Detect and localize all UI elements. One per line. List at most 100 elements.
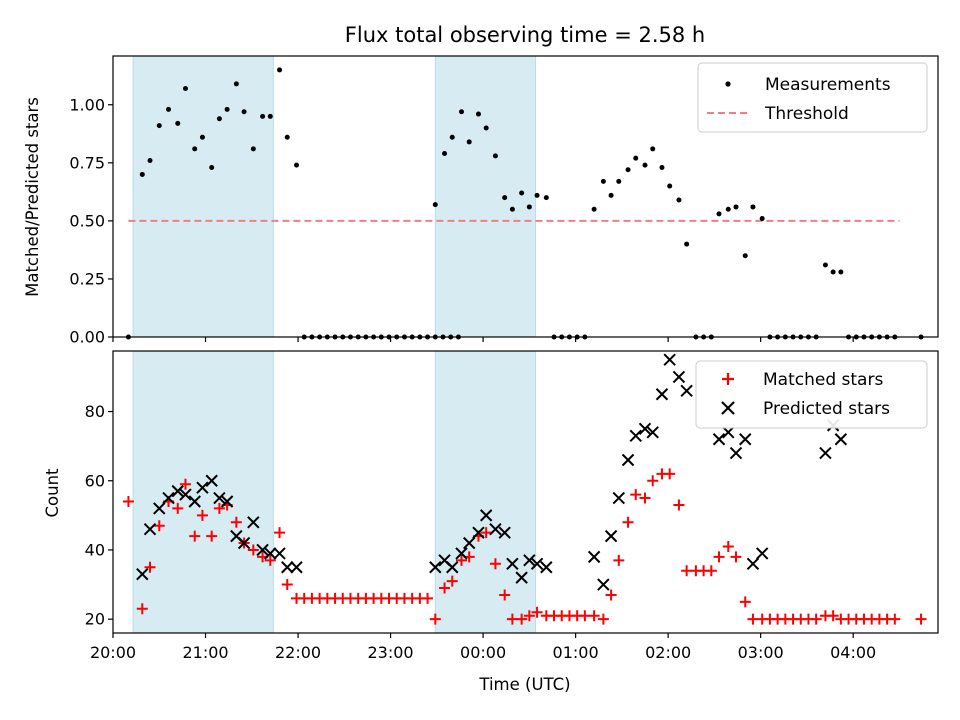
matched-star-point (153, 520, 165, 532)
measurement-point (725, 206, 731, 212)
legend-threshold-label: Threshold (764, 104, 849, 124)
measurement-point (260, 113, 266, 119)
measurement-point (822, 262, 828, 268)
measurement-point (475, 111, 481, 117)
measurement-point (509, 206, 515, 212)
predicted-star-point (819, 446, 832, 460)
matched-star-point (722, 540, 734, 552)
legend-predicted-label: Predicted stars (763, 399, 890, 419)
matched-star-point (456, 554, 468, 566)
predicted-star-point (638, 422, 652, 436)
predicted-star-point (220, 495, 234, 508)
measurement-point (750, 204, 756, 210)
measurement-point (733, 204, 739, 210)
predicted-star-point (188, 495, 201, 508)
ratio-y-axis: 0.00 0.25 0.50 0.75 1.00 (69, 95, 113, 347)
matched-star-point (673, 499, 685, 511)
predicted-star-point (672, 370, 686, 384)
predicted-star-point (680, 384, 693, 397)
predicted-star-point (722, 426, 735, 439)
matched-star-point (630, 489, 642, 501)
measurement-point (199, 134, 205, 140)
ratio-plot-frame (112, 55, 939, 338)
matched-star-point (523, 610, 535, 622)
matched-star-point (705, 565, 717, 577)
ratio-y-axis-label: Matched/Predicted stars (23, 97, 42, 297)
predicted-star-point (472, 526, 485, 539)
matched-star-point (622, 516, 634, 528)
predicted-star-point (498, 526, 511, 539)
measurement-point (459, 109, 465, 115)
measurement-point (667, 183, 673, 189)
matched-star-point (730, 551, 742, 563)
predicted-star-point (646, 426, 659, 439)
measurement-point (209, 164, 215, 170)
predicted-star-point (755, 547, 769, 560)
matched-star-point (122, 496, 134, 508)
matched-star-point (810, 613, 822, 625)
measurement-point (449, 134, 455, 140)
ratio-legend-box (697, 62, 928, 133)
measurement-point (716, 211, 722, 217)
y-tick-label: 20 (85, 610, 105, 629)
predicted-star-point (834, 433, 848, 446)
predicted-star-point (621, 453, 635, 467)
predicted-star-point (196, 481, 209, 494)
matched-star-point (172, 502, 184, 514)
matched-star-point (516, 613, 528, 625)
measurement-point (483, 125, 489, 131)
measurement-point (241, 109, 247, 115)
count-panel: 20 40 60 80 20:00 21:00 22:00 23:00 00:00 01:00 0… (43, 350, 939, 694)
count-x-axis: 20:00 21:00 22:00 23:00 00:00 01:00 02:00 03:00… (90, 633, 876, 662)
x-tick-label: 03:00 (738, 643, 784, 662)
matched-star-point (264, 554, 276, 566)
measurement-point (543, 195, 549, 201)
x-tick-label: 02:00 (645, 643, 691, 662)
matched-star-point (889, 613, 901, 625)
matched-star-point (613, 554, 625, 566)
measurement-point (600, 178, 606, 184)
predicted-star-point (746, 557, 760, 571)
measurement-point (684, 241, 690, 247)
y-tick-label: 40 (85, 540, 105, 559)
matched-star-point (480, 527, 492, 539)
predicted-star-point (489, 522, 502, 536)
y-tick-label: 60 (85, 471, 105, 490)
measurement-point (224, 106, 230, 112)
observing-interval-0 (132, 350, 274, 634)
measurement-point (742, 253, 748, 259)
matched-star-point (647, 475, 659, 487)
matched-star-point (189, 530, 201, 542)
predicted-star-point (171, 484, 184, 498)
matched-star-point (747, 613, 759, 625)
matched-star-point (664, 468, 676, 480)
predicted-star-point (205, 474, 218, 487)
x-tick-label: 23:00 (368, 643, 414, 662)
measurement-point (526, 204, 532, 210)
predicted-star-point (463, 536, 476, 550)
measurement-point (442, 151, 448, 157)
measurement-point (625, 167, 631, 173)
observing-intervals (132, 55, 537, 338)
legend-measurement-marker (725, 81, 731, 87)
predicted-star-point (629, 429, 642, 442)
observing-interval-1 (434, 55, 537, 338)
count-legend: Matched stars Predicted stars (695, 360, 928, 429)
legend-matched-marker (722, 373, 734, 385)
matched-star-point (281, 579, 293, 591)
predicted-star-point (256, 543, 269, 557)
matched-star-point (531, 606, 543, 618)
measurement-point (591, 206, 597, 212)
predicted-star-point (179, 488, 192, 501)
measurement-point (676, 197, 682, 203)
predicted-star-point (479, 509, 493, 522)
legend-predicted-marker (721, 401, 735, 415)
matched-star-point (429, 613, 441, 625)
matched-star-point (213, 502, 225, 514)
measurement-point (294, 162, 300, 168)
predicted-star-point (273, 547, 286, 560)
y-tick-label: 0.75 (69, 153, 105, 172)
matched-star-point (588, 610, 600, 622)
matched-star-point (422, 592, 434, 604)
